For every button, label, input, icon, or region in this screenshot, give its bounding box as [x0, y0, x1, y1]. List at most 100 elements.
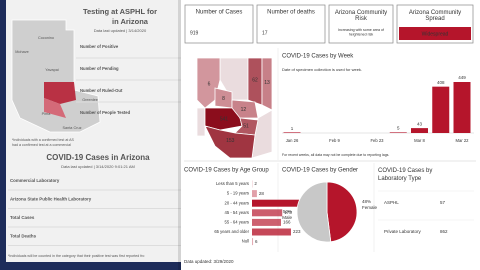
bg-cases-row: Arizona State Public Health Laboratory — [10, 197, 92, 202]
bg-testing-row: Number of Pending — [80, 66, 119, 71]
data-label: 408 — [437, 80, 445, 85]
bar — [453, 82, 471, 133]
county-value: 6 — [208, 81, 211, 87]
data-label: 2 — [254, 181, 257, 186]
y-tick-label: 5 - 19 years — [227, 191, 249, 196]
y-tick-label: Less than 5 years — [216, 181, 249, 186]
bg-title: Testing at ASPHL for — [83, 7, 157, 16]
county-map: 6 8 62 13 12 541 51 153 — [196, 57, 273, 159]
lab-chart-title: COVID-19 Cases by Laboratory Type — [378, 168, 432, 182]
bg-cases-row: Total Deaths — [10, 234, 37, 239]
card-label: Arizona Community Risk — [335, 10, 387, 22]
bg-map-label: Santa Cruz — [63, 126, 82, 130]
bg-testing-row: Number of Positive — [80, 44, 119, 49]
bg-title: in Arizona — [112, 17, 149, 26]
week-chart-footnote: For recent weeks, all data may not be co… — [282, 153, 389, 157]
bg-map-label: Yavapai — [45, 68, 59, 72]
bg-testing-row: Number of Ruled-Out — [80, 88, 123, 93]
bar — [252, 238, 254, 246]
data-label: 1 — [291, 126, 294, 131]
pie-category-label: Female — [362, 205, 378, 210]
bar — [411, 128, 428, 133]
y-tick-label: Null — [242, 239, 249, 244]
x-tick-label: Jan 26 — [286, 138, 299, 143]
x-tick-label: Mar 8 — [414, 138, 425, 143]
bg-updated: Data last updated | 3/14/2020 — [94, 28, 147, 33]
data-label: 43 — [417, 121, 423, 126]
data-label: 5 — [397, 126, 400, 131]
county-value: 541 — [220, 117, 229, 123]
county-value: 12 — [241, 107, 247, 113]
background-map — [11, 19, 101, 133]
card-label: Arizona Community Spread — [409, 10, 461, 22]
bar — [432, 86, 450, 133]
bg-map-label: Greenlee — [82, 98, 98, 102]
x-tick-label: Mar 22 — [455, 138, 469, 143]
county-value: 153 — [226, 138, 235, 144]
card — [328, 4, 394, 44]
bar — [252, 190, 257, 198]
week-chart-note: Date of specimen collection is used for … — [282, 67, 362, 72]
county-value: 13 — [264, 80, 270, 86]
bg-note: *Individuals with a confirmed test at AS — [12, 138, 75, 142]
gender-chart-title: COVID-19 Cases by Gender — [282, 168, 358, 174]
background-map-county — [44, 98, 66, 118]
bg-cases-title: COVID-19 Cases in Arizona — [46, 153, 150, 162]
card-label: Number of deaths — [267, 10, 315, 16]
pie-slice — [296, 181, 332, 243]
bg-map-label: Mohave — [15, 50, 29, 54]
data-label: 173 — [284, 210, 292, 215]
county — [196, 107, 206, 137]
bg-cases-row: Commercial Laboratory — [10, 178, 60, 183]
card-value: Increasing with some area of heightened r… — [338, 28, 384, 37]
card-badge — [399, 27, 471, 40]
y-tick-label: 65 years and older — [214, 229, 249, 234]
lab-value: 57 — [440, 200, 446, 205]
card-value: 17 — [262, 30, 268, 36]
background-map-county — [44, 82, 76, 104]
data-label: 166 — [283, 220, 291, 225]
bg-map-label: Coconino — [38, 36, 54, 40]
bar — [252, 209, 283, 217]
week-chart-title: COVID-19 Cases by Week — [282, 54, 354, 60]
data-label: 223 — [293, 229, 301, 234]
bg-cases-updated: Data last updated | 3/14/2020 9:01:21 AM — [61, 164, 135, 169]
county-value: 8 — [222, 96, 225, 102]
lab-value: 862 — [440, 229, 448, 234]
bar — [252, 228, 291, 236]
bg-testing-row: Number of People Tested — [80, 110, 131, 115]
data-label: 449 — [458, 75, 466, 80]
pie-value-label: 48% — [362, 199, 371, 204]
bar — [283, 132, 301, 133]
data-label: 28 — [259, 191, 265, 196]
card — [256, 4, 326, 44]
county-value: 51 — [243, 124, 249, 130]
card — [184, 4, 254, 44]
bar — [252, 199, 310, 207]
lab-name: Private Laboratory — [384, 229, 422, 234]
y-tick-label: 45 - 54 years — [225, 210, 249, 215]
screen-frame — [0, 262, 190, 270]
card-label: Number of Cases — [196, 10, 243, 16]
pie-slice — [326, 181, 358, 243]
y-tick-label: 55 - 64 years — [225, 220, 249, 225]
card-value: Widespread — [422, 31, 449, 37]
county — [261, 57, 273, 111]
pie-category-label: Male — [282, 215, 292, 220]
bg-note: had a confirmed test at a commercial — [12, 143, 71, 147]
bar — [252, 218, 281, 226]
county-value: 62 — [252, 78, 258, 84]
card-value: 919 — [190, 30, 199, 36]
age-chart-title: COVID-19 Cases by Age Group — [184, 168, 269, 174]
x-tick-label: Feb 9 — [329, 138, 340, 143]
x-tick-label: Feb 23 — [370, 138, 384, 143]
background-dashboard: Testing at ASPHL for in Arizona Data las… — [0, 0, 190, 270]
bg-cases-note: *Individuals will be counted in the cate… — [8, 254, 144, 258]
bg-map-label: Pima — [42, 112, 52, 116]
data-label: 6 — [255, 239, 258, 244]
data-updated: Data updated: 3/29/2020 — [184, 259, 234, 264]
pie-value-label: 52% — [283, 209, 292, 214]
